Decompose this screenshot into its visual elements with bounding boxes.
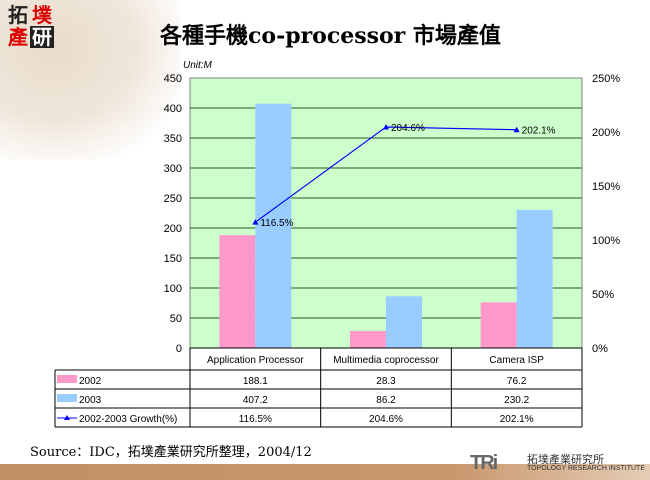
y-left-tick-label: 200 bbox=[164, 223, 182, 235]
source-note: Source：IDC，拓墣產業研究所整理，2004/12 bbox=[30, 445, 312, 460]
category-label: Camera ISP bbox=[489, 355, 544, 366]
page-title: 各種手機co-processor 市場產值 bbox=[160, 23, 501, 49]
growth-data-label: 116.5% bbox=[260, 218, 293, 229]
tri-logo: TRi bbox=[470, 452, 498, 475]
bar-2002 bbox=[480, 302, 517, 348]
y-left-tick-label: 50 bbox=[170, 313, 182, 325]
table-cell: 86.2 bbox=[376, 395, 396, 406]
logo-char: 產 bbox=[8, 25, 28, 49]
legend-swatch-2003 bbox=[57, 394, 77, 402]
table-cell: 188.1 bbox=[243, 376, 268, 387]
bar-2002 bbox=[350, 331, 386, 348]
legend-label: 2002 bbox=[79, 376, 102, 387]
category-label: Multimedia coprocessor bbox=[333, 355, 439, 366]
table-cell: 28.3 bbox=[376, 376, 396, 387]
bar-2003 bbox=[516, 209, 553, 348]
y-left-tick-label: 100 bbox=[164, 283, 182, 295]
logo-char: 研 bbox=[30, 25, 54, 49]
category-label: Application Processor bbox=[207, 355, 304, 366]
tri-name-en: TOPOLOGY RESEARCH INSTITUTE bbox=[527, 465, 645, 472]
legend-label: 2002-2003 Growth(%) bbox=[79, 414, 177, 425]
growth-marker bbox=[252, 219, 259, 225]
tri-mark: TRi bbox=[470, 452, 498, 474]
table-cell: 230.2 bbox=[504, 395, 529, 406]
y-left-tick-label: 0 bbox=[176, 343, 182, 355]
table-cell: 76.2 bbox=[507, 376, 527, 387]
table-cell: 204.6% bbox=[369, 414, 403, 425]
table-cell: 407.2 bbox=[243, 395, 268, 406]
growth-data-label: 202.1% bbox=[522, 126, 556, 137]
tri-name-zh: 拓墣產業研究所 bbox=[527, 454, 604, 466]
brand-logo: 拓墣 產研 bbox=[6, 4, 60, 50]
y-right-tick-label: 50% bbox=[592, 289, 614, 301]
y-left-tick-label: 350 bbox=[164, 133, 182, 145]
y-left-tick-label: 300 bbox=[164, 163, 182, 175]
growth-marker bbox=[513, 126, 520, 133]
growth-marker bbox=[383, 124, 389, 130]
bar-2003 bbox=[386, 296, 422, 348]
y-right-tick-label: 150% bbox=[592, 181, 620, 193]
y-left-tick-label: 250 bbox=[164, 193, 182, 205]
bar-2003 bbox=[255, 103, 292, 349]
logo-char: 拓 bbox=[8, 3, 28, 27]
y-right-tick-label: 0% bbox=[592, 343, 608, 355]
unit-label: Unit:M bbox=[183, 60, 213, 71]
y-right-tick-label: 200% bbox=[592, 127, 620, 139]
legend-label: 2003 bbox=[79, 395, 102, 406]
bar-2002 bbox=[219, 235, 256, 348]
y-right-tick-label: 100% bbox=[592, 235, 620, 247]
y-left-tick-label: 150 bbox=[164, 253, 182, 265]
footer-bar bbox=[0, 464, 650, 480]
growth-data-label: 204.6% bbox=[391, 123, 425, 134]
legend-swatch-2002 bbox=[57, 375, 77, 383]
y-right-tick-label: 250% bbox=[592, 73, 620, 85]
y-left-tick-label: 400 bbox=[164, 103, 182, 115]
logo-char: 墣 bbox=[32, 3, 52, 27]
legend-marker bbox=[64, 415, 70, 420]
table-cell: 116.5% bbox=[239, 414, 272, 425]
y-left-tick-label: 450 bbox=[164, 73, 182, 85]
table-cell: 202.1% bbox=[500, 414, 534, 425]
